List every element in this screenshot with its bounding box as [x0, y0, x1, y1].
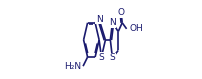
- Text: N: N: [96, 15, 102, 24]
- Text: OH: OH: [129, 24, 143, 33]
- Text: H₂N: H₂N: [64, 62, 81, 71]
- Text: O: O: [118, 8, 125, 17]
- Text: S: S: [109, 53, 115, 62]
- Text: S: S: [99, 53, 104, 62]
- Text: N: N: [109, 18, 116, 27]
